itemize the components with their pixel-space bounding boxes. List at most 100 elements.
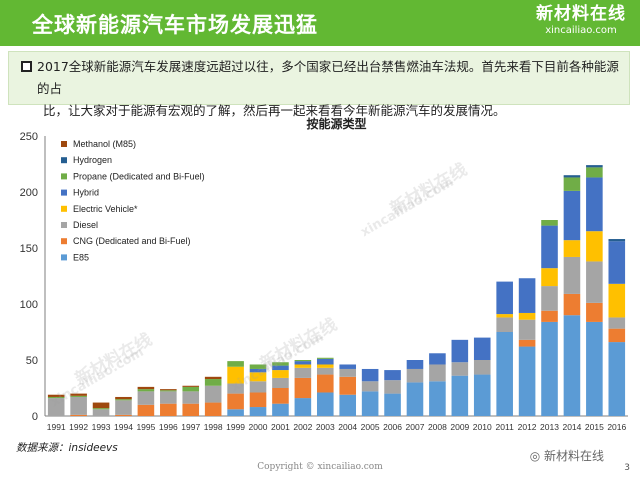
legend-swatch [61,222,67,228]
bar-segment [608,328,626,343]
bar-segment [70,393,87,396]
bar-segment [496,314,513,318]
bar-segment [563,190,581,241]
bar-segment [339,376,357,395]
x-tick-label: 1999 [226,422,245,432]
legend-label: Hybrid [73,188,99,198]
bar-segment [518,339,536,347]
legend-swatch [61,254,67,261]
bar-segment [137,391,155,405]
bar-segment [563,293,581,316]
x-tick-label: 2008 [428,422,447,432]
bar-segment [294,361,312,365]
bar-segment [316,374,334,393]
x-tick-label: 2005 [361,422,380,432]
bar-segment [70,395,87,397]
data-source: 数据来源：insideevs [16,442,118,454]
bar-segment [272,370,289,378]
bar-segment [227,409,244,416]
bar-segment [586,165,603,168]
bar-segment [294,377,312,399]
bar-segment [384,380,401,394]
x-tick-label: 2011 [496,422,515,432]
x-tick-label: 2013 [540,422,559,432]
legend-label: Electric Vehicle* [73,204,138,214]
bar-segment [451,375,469,416]
bar-segment [182,391,200,404]
bar-segment [204,385,222,403]
x-tick-label: 2002 [293,422,312,432]
bar-segment [160,389,177,391]
bar-segment [563,240,581,257]
bar-segment [496,332,513,416]
bar-segment [272,365,289,371]
intro-text: 2017全球新能源汽车发展速度远超过以往，多个国家已经出台禁售燃油车法规。首先来… [37,56,623,122]
y-tick-label: 150 [20,243,38,255]
bar-segment [115,396,132,400]
legend-swatch [61,238,67,245]
x-tick-label: 2012 [518,422,537,432]
bar-segment [451,362,469,376]
bar-segment [137,386,155,390]
bar-segment [541,321,558,416]
legend-swatch [61,141,67,147]
intro-box: 2017全球新能源汽车发展速度远超过以往，多个国家已经出台禁售燃油车法规。首先来… [8,51,630,118]
bar-segment [518,312,536,320]
bar-segment [541,310,558,322]
bar-segment [160,390,177,392]
bar-segment [227,383,244,394]
bar-segment [563,175,581,178]
y-tick-label: 100 [20,299,38,311]
bar-segment [563,315,581,416]
logo-sub-text: xincailiao.com [545,25,617,36]
bar-segment [47,398,65,416]
brand-logo: 新材料在线 xincailiao.com [536,4,626,37]
bar-segment [384,370,401,381]
bar-segment [541,220,558,226]
bar-segment [92,408,110,410]
bar-segment [70,396,87,415]
bar-segment [586,231,603,262]
bar-segment [429,353,446,365]
bar-segment [608,342,626,416]
bar-segment [227,361,244,367]
x-tick-label: 1997 [181,422,200,432]
bar-segment [563,177,581,191]
legend-label: Diesel [73,220,98,230]
bar-segment [586,167,603,178]
legend-label: CNG (Dedicated and Bi-Fuel) [73,236,191,246]
x-tick-label: 2010 [473,422,492,432]
bar-segment [473,337,491,360]
bar-segment [586,321,603,416]
x-tick-label: 1993 [92,422,111,432]
bar-segment [541,225,558,269]
legend-swatch [61,173,67,180]
x-tick-label: 2004 [338,422,357,432]
bar-segment [339,364,357,369]
bar-segment [70,414,87,416]
bar-segment [115,400,132,415]
bar-segment [272,403,289,416]
bar-segment [294,367,312,378]
x-tick-label: 2016 [607,422,626,432]
x-tick-label: 2000 [249,422,268,432]
legend-label: Propane (Dedicated and Bi-Fuel) [73,171,205,181]
copyright: Copyright © xincailiao.com [257,462,383,472]
header-bar: 全球新能源汽车市场发展迅猛 新材料在线 xincailiao.com [0,0,640,46]
bar-segment [608,317,626,329]
bar-segment [92,402,110,409]
legend-swatch [61,189,67,196]
bar-segment [115,399,132,401]
chart-title: 按能源类型 [306,116,366,131]
page-number: 3 [624,463,630,473]
bar-segment [227,393,244,410]
bar-segment [316,367,334,375]
bar-segment [586,177,603,232]
bar-segment [249,407,267,416]
bar-segment [227,366,244,384]
intro-line-2: 比，让大家对于能源有宏观的了解，然后再一起来看看今年新能源汽车的发展情况。 [43,103,506,118]
logo-main-text: 新材料在线 [536,4,626,24]
bar-segment [137,389,155,392]
y-tick-label: 200 [20,187,38,199]
legend-label: Methanol (M85) [73,139,136,149]
